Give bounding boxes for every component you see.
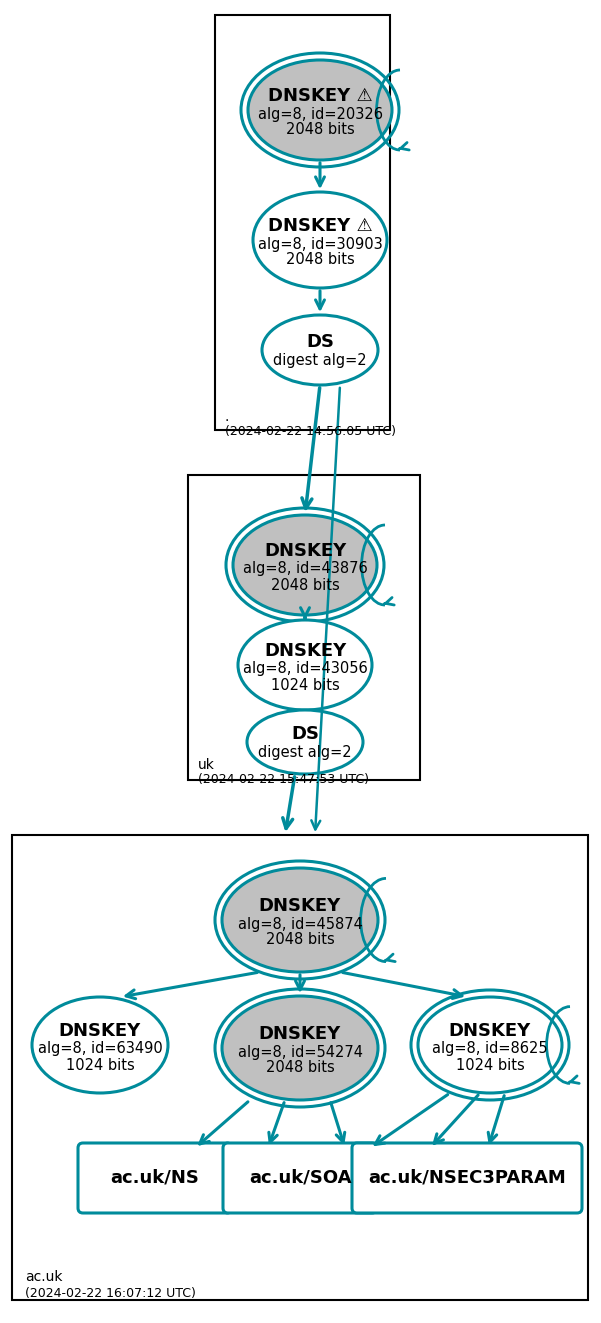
Text: DNSKEY: DNSKEY <box>259 1025 341 1043</box>
Text: alg=8, id=43876: alg=8, id=43876 <box>243 561 367 577</box>
Text: alg=8, id=43056: alg=8, id=43056 <box>243 662 367 676</box>
Text: 2048 bits: 2048 bits <box>270 578 340 593</box>
Text: 1024 bits: 1024 bits <box>456 1057 525 1073</box>
Text: DNSKEY: DNSKEY <box>259 897 341 916</box>
Text: DNSKEY: DNSKEY <box>264 542 346 560</box>
Text: DNSKEY: DNSKEY <box>449 1021 531 1040</box>
FancyBboxPatch shape <box>78 1143 232 1213</box>
Text: DNSKEY ⚠️: DNSKEY ⚠️ <box>267 217 372 235</box>
Text: ac.uk/NSEC3PARAM: ac.uk/NSEC3PARAM <box>368 1170 566 1187</box>
FancyBboxPatch shape <box>352 1143 582 1213</box>
Text: 1024 bits: 1024 bits <box>270 677 340 692</box>
Text: alg=8, id=30903: alg=8, id=30903 <box>258 237 382 251</box>
Ellipse shape <box>222 996 378 1099</box>
Text: 2048 bits: 2048 bits <box>266 1061 334 1076</box>
FancyBboxPatch shape <box>223 1143 377 1213</box>
Text: uk: uk <box>198 758 215 773</box>
Text: ac.uk/SOA: ac.uk/SOA <box>249 1170 351 1187</box>
Ellipse shape <box>238 620 372 710</box>
Ellipse shape <box>233 515 377 615</box>
Text: digest alg=2: digest alg=2 <box>258 745 352 759</box>
Text: 2048 bits: 2048 bits <box>285 253 355 267</box>
Text: alg=8, id=8625: alg=8, id=8625 <box>432 1041 548 1057</box>
Text: digest alg=2: digest alg=2 <box>273 352 367 368</box>
Text: DNSKEY: DNSKEY <box>264 642 346 660</box>
Bar <box>215 15 390 430</box>
Text: alg=8, id=54274: alg=8, id=54274 <box>237 1044 362 1060</box>
Ellipse shape <box>262 315 378 385</box>
Text: ac.uk: ac.uk <box>25 1270 63 1285</box>
Ellipse shape <box>32 998 168 1093</box>
Ellipse shape <box>222 868 378 972</box>
Text: .: . <box>225 410 230 423</box>
Text: alg=8, id=45874: alg=8, id=45874 <box>237 917 362 931</box>
Text: alg=8, id=20326: alg=8, id=20326 <box>257 106 382 122</box>
Text: 2048 bits: 2048 bits <box>285 123 355 138</box>
Ellipse shape <box>247 710 363 774</box>
Text: DNSKEY: DNSKEY <box>59 1021 141 1040</box>
Bar <box>12 835 588 1301</box>
Ellipse shape <box>418 998 562 1093</box>
Text: DS: DS <box>306 333 334 351</box>
Text: 2048 bits: 2048 bits <box>266 933 334 947</box>
Text: (2024-02-22 15:47:53 UTC): (2024-02-22 15:47:53 UTC) <box>198 773 369 786</box>
Text: 1024 bits: 1024 bits <box>66 1057 135 1073</box>
Text: ac.uk/NS: ac.uk/NS <box>111 1170 200 1187</box>
Text: alg=8, id=63490: alg=8, id=63490 <box>38 1041 162 1057</box>
Text: (2024-02-22 14:56:05 UTC): (2024-02-22 14:56:05 UTC) <box>225 425 396 438</box>
Ellipse shape <box>248 60 392 160</box>
Text: (2024-02-22 16:07:12 UTC): (2024-02-22 16:07:12 UTC) <box>25 1287 196 1301</box>
Ellipse shape <box>253 192 387 288</box>
Text: DNSKEY ⚠️: DNSKEY ⚠️ <box>267 87 372 105</box>
Bar <box>188 475 420 781</box>
Text: DS: DS <box>291 725 319 744</box>
